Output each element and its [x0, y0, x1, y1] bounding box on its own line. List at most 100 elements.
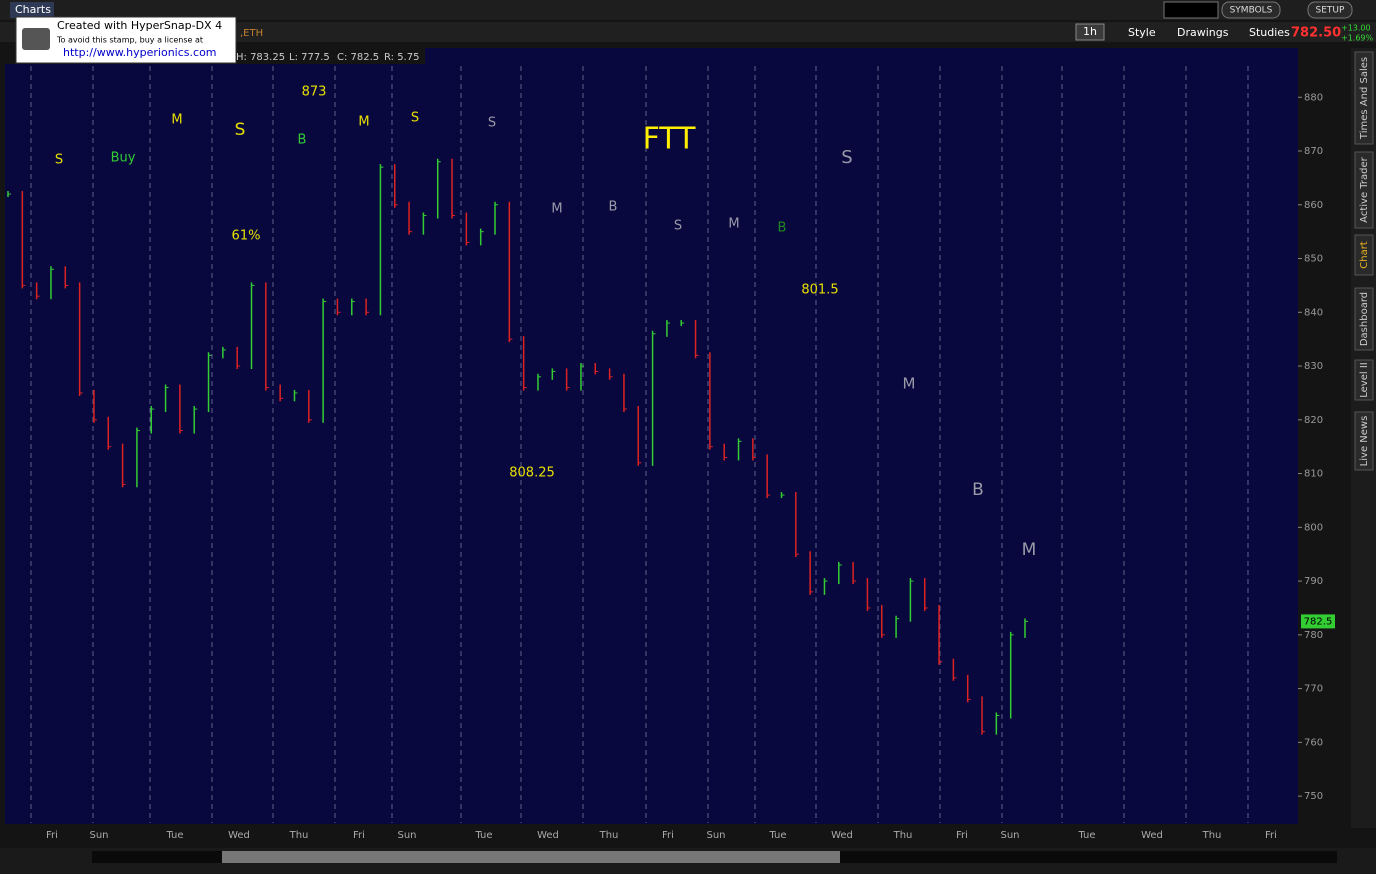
x-tick-label: Wed: [1141, 830, 1163, 841]
annotation: B: [778, 221, 787, 236]
annotation: M: [1022, 540, 1037, 560]
stamp-line1: Created with HyperSnap-DX 4: [57, 19, 222, 32]
tab-label: Charts: [15, 3, 51, 16]
annotation: S: [55, 153, 63, 168]
stamp: [15, 16, 237, 64]
side-tab-label: Times And Sales: [1359, 57, 1370, 140]
x-tick-label: Fri: [662, 830, 674, 841]
x-tick-label: Thu: [599, 830, 619, 841]
y-tick-label: 800: [1304, 522, 1323, 533]
x-tick-label: Thu: [1202, 830, 1222, 841]
studies-label[interactable]: Studies: [1249, 26, 1290, 39]
annotation: B: [298, 133, 307, 148]
setup-label: SETUP: [1316, 6, 1345, 16]
x-tick-label: Tue: [474, 830, 492, 841]
info-high: H: 783.25: [236, 52, 285, 63]
annotation: S: [488, 116, 496, 131]
annotation: 61%: [232, 229, 261, 244]
annotation: M: [171, 113, 182, 128]
side-tab-label: Dashboard: [1359, 292, 1370, 346]
interval-button[interactable]: [1075, 23, 1105, 41]
annotation: S: [411, 111, 419, 126]
x-tick-label: Fri: [1265, 830, 1277, 841]
y-tick-label: 750: [1304, 791, 1323, 802]
change-pct: +1.69%: [1341, 34, 1374, 43]
x-tick-label: Fri: [956, 830, 968, 841]
annotation: S: [841, 147, 852, 168]
side-tab-label: Live News: [1359, 416, 1370, 467]
toolbar: [0, 22, 1376, 42]
stamp-url[interactable]: http://www.hyperionics.com: [63, 46, 217, 59]
annotation: S: [674, 219, 682, 234]
plot-area: [5, 48, 1298, 824]
annotation: M: [358, 115, 369, 130]
side-tab[interactable]: [1354, 51, 1374, 145]
x-tick-label: Tue: [768, 830, 786, 841]
annotation: B: [609, 200, 618, 215]
title-bar: [0, 0, 1376, 20]
info-close: C: 782.5: [337, 52, 379, 63]
y-tick-label: 830: [1304, 361, 1323, 372]
y-tick-label: 870: [1304, 146, 1323, 157]
x-tick-label: Sun: [397, 830, 416, 841]
x-tick-label: Wed: [831, 830, 853, 841]
layout-button[interactable]: [1163, 1, 1219, 19]
y-tick-label: 810: [1304, 469, 1323, 480]
annotation: M: [728, 217, 739, 232]
stamp-line2: To avoid this stamp, buy a license at: [56, 36, 203, 45]
drawings-label[interactable]: Drawings: [1177, 26, 1229, 39]
x-tick-label: Wed: [228, 830, 250, 841]
interval-label: 1h: [1083, 25, 1097, 38]
annotation: 808.25: [509, 466, 555, 481]
price-tag: [1301, 614, 1335, 629]
side-tab-label: Level II: [1359, 362, 1370, 397]
symbols-button[interactable]: [1221, 1, 1281, 19]
camera-icon: [22, 28, 50, 50]
price-tag-label: 782.5: [1304, 616, 1333, 627]
annotation: 801.5: [801, 283, 838, 298]
annotation: B: [972, 480, 984, 500]
x-tick-label: Tue: [165, 830, 183, 841]
side-tab[interactable]: [1354, 234, 1374, 276]
setup-button[interactable]: [1307, 1, 1353, 19]
annotation: Buy: [111, 151, 136, 166]
x-tick-label: Sun: [89, 830, 108, 841]
side-tab[interactable]: [1354, 359, 1374, 401]
annotation: FTT: [643, 122, 697, 157]
side-tab-label: Active Trader: [1359, 156, 1370, 222]
x-tick-label: Sun: [706, 830, 725, 841]
scroll-thumb[interactable]: [222, 851, 840, 863]
info-low: L: 777.5: [289, 52, 330, 63]
side-tab[interactable]: [1354, 287, 1374, 351]
annotation: M: [551, 202, 562, 217]
x-tick-label: Sun: [1000, 830, 1019, 841]
symbols-label: SYMBOLS: [1230, 6, 1273, 16]
y-tick-label: 880: [1304, 92, 1323, 103]
x-tick-label: Thu: [893, 830, 913, 841]
x-tick-label: Fri: [46, 830, 58, 841]
style-label[interactable]: Style: [1128, 26, 1156, 39]
symbol: ,ETH: [240, 28, 263, 39]
y-tick-label: 780: [1304, 630, 1323, 641]
y-tick-label: 860: [1304, 200, 1323, 211]
side-tab[interactable]: [1354, 411, 1374, 471]
x-tick-label: Wed: [537, 830, 559, 841]
y-tick-label: 850: [1304, 254, 1323, 265]
info-range: R: 5.75: [384, 52, 419, 63]
y-tick-label: 760: [1304, 737, 1323, 748]
change: +13.00: [1341, 24, 1371, 33]
annotation: S: [235, 120, 246, 140]
annotation: 873: [302, 85, 327, 100]
annotation: M: [903, 375, 916, 393]
y-tick-label: 770: [1304, 684, 1323, 695]
x-tick-label: Tue: [1077, 830, 1095, 841]
x-tick-label: Fri: [353, 830, 365, 841]
side-tab[interactable]: [1354, 151, 1374, 229]
last-price: 782.50: [1291, 26, 1341, 41]
y-tick-label: 820: [1304, 415, 1323, 426]
tab[interactable]: [10, 2, 54, 18]
y-tick-label: 840: [1304, 307, 1323, 318]
x-tick-label: Thu: [289, 830, 309, 841]
